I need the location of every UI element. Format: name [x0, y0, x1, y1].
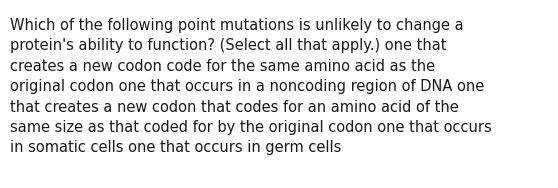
Text: Which of the following point mutations is unlikely to change a
protein's ability: Which of the following point mutations i…: [10, 18, 492, 155]
